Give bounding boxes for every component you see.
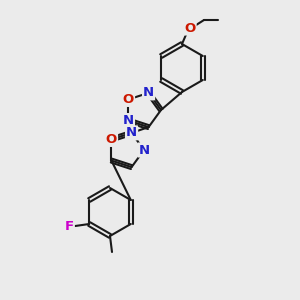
Text: O: O bbox=[106, 133, 117, 146]
Text: N: N bbox=[143, 86, 154, 99]
Text: O: O bbox=[184, 22, 196, 34]
Text: N: N bbox=[126, 126, 137, 140]
Text: F: F bbox=[65, 220, 74, 232]
Text: O: O bbox=[123, 93, 134, 106]
Text: N: N bbox=[138, 143, 150, 157]
Text: N: N bbox=[123, 114, 134, 127]
